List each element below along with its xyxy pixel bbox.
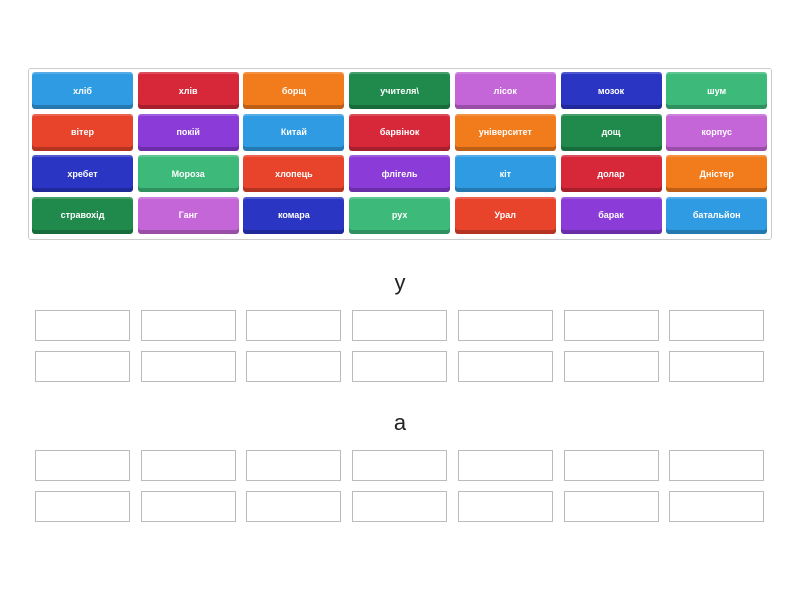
- word-tile[interactable]: комара: [243, 196, 345, 234]
- drop-slot[interactable]: [669, 310, 765, 341]
- word-tile[interactable]: університет: [454, 113, 556, 151]
- word-tile[interactable]: кіт: [454, 155, 556, 192]
- drop-slot[interactable]: [563, 351, 659, 382]
- drop-slot[interactable]: [352, 491, 448, 522]
- word-tile[interactable]: долар: [560, 155, 662, 192]
- drop-slot[interactable]: [457, 450, 553, 481]
- drop-slot[interactable]: [35, 491, 130, 522]
- drop-slot[interactable]: [457, 351, 553, 382]
- drop-slot[interactable]: [669, 450, 765, 481]
- drop-slot[interactable]: [457, 310, 553, 341]
- drop-slot[interactable]: [246, 351, 342, 382]
- word-tile[interactable]: хлопець: [243, 155, 345, 192]
- drop-slot[interactable]: [140, 491, 236, 522]
- drop-slot[interactable]: [35, 450, 130, 481]
- word-tile[interactable]: хребет: [32, 155, 133, 192]
- word-tile[interactable]: Урал: [454, 196, 556, 234]
- drop-slot[interactable]: [669, 351, 765, 382]
- drop-slot[interactable]: [246, 450, 342, 481]
- drop-slot[interactable]: [35, 351, 130, 382]
- word-tile[interactable]: Ганг: [137, 196, 239, 234]
- drop-slot[interactable]: [246, 310, 342, 341]
- word-tile[interactable]: хліб: [32, 72, 133, 109]
- drop-slot[interactable]: [140, 310, 236, 341]
- drop-slot[interactable]: [35, 310, 130, 341]
- drop-slot[interactable]: [140, 351, 236, 382]
- word-tile[interactable]: дощ: [560, 113, 662, 151]
- word-tile[interactable]: Дністер: [666, 155, 768, 192]
- word-tile[interactable]: корпус: [666, 113, 768, 151]
- drop-slot[interactable]: [563, 450, 659, 481]
- word-tile[interactable]: батальйон: [666, 196, 768, 234]
- drop-slot[interactable]: [457, 491, 553, 522]
- drop-slot[interactable]: [352, 310, 448, 341]
- word-tile[interactable]: учителя\: [349, 72, 451, 109]
- drop-slot[interactable]: [246, 491, 342, 522]
- tile-pool: [28, 68, 772, 240]
- word-tile[interactable]: Китай: [243, 113, 345, 151]
- word-tile[interactable]: мозок: [560, 72, 662, 109]
- word-tile[interactable]: вітер: [32, 113, 133, 151]
- word-tile[interactable]: стравохід: [32, 196, 133, 234]
- word-tile[interactable]: борщ: [243, 72, 345, 109]
- drop-slot[interactable]: [140, 450, 236, 481]
- word-tile[interactable]: барвінок: [349, 113, 451, 151]
- group-title: у: [394, 270, 406, 295]
- drop-slot[interactable]: [563, 491, 659, 522]
- word-tile[interactable]: шум: [666, 72, 768, 109]
- word-tile[interactable]: рух: [349, 196, 451, 234]
- drop-slot[interactable]: [352, 351, 448, 382]
- word-tile[interactable]: флігель: [349, 155, 451, 192]
- word-tile[interactable]: Мороза: [137, 155, 239, 192]
- word-tile[interactable]: лісок: [454, 72, 556, 109]
- word-tile[interactable]: покій: [137, 113, 239, 151]
- drop-slot[interactable]: [669, 491, 765, 522]
- drop-slot[interactable]: [563, 310, 659, 341]
- word-tile[interactable]: барак: [560, 196, 662, 234]
- drop-slot[interactable]: [352, 450, 448, 481]
- group-title: а: [393, 410, 407, 435]
- word-tile[interactable]: хлів: [137, 72, 239, 109]
